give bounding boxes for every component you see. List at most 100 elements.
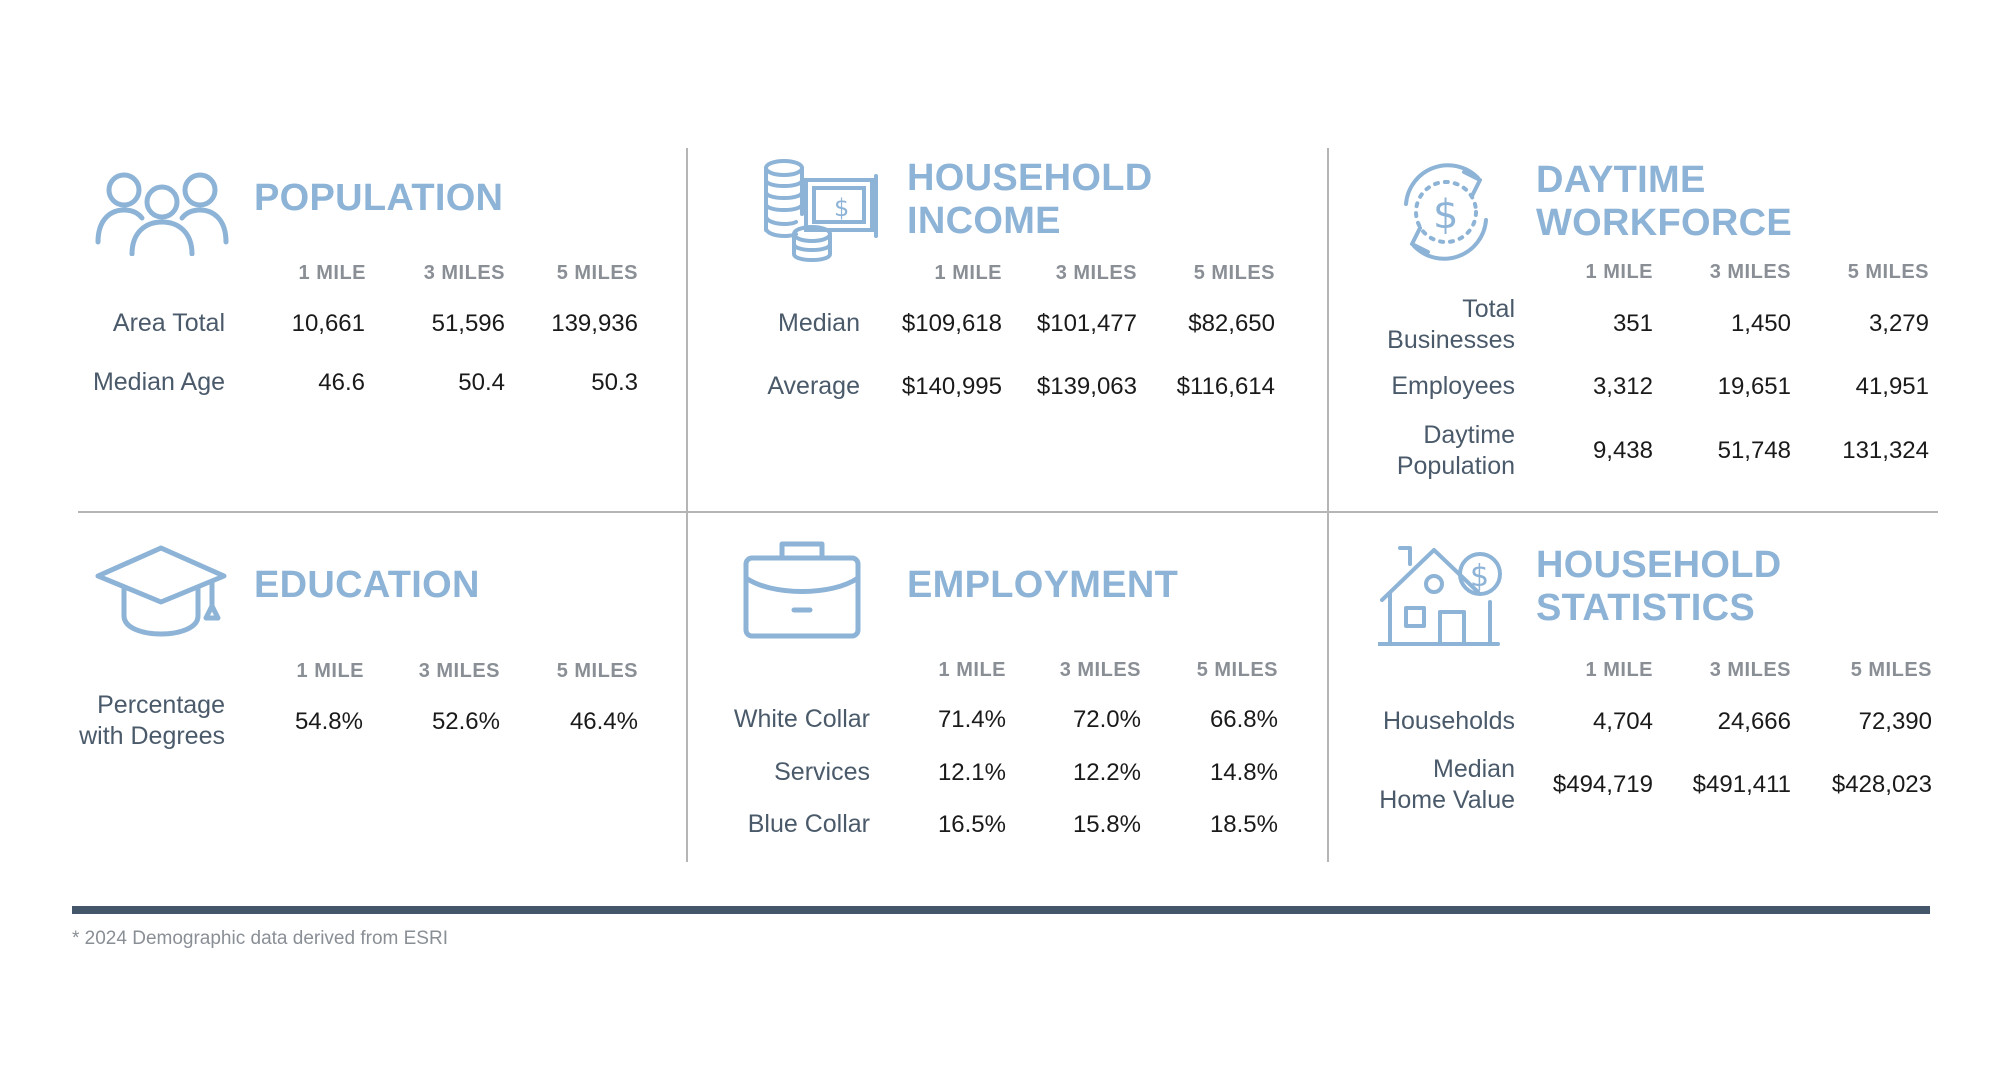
data-value: 16.5%: [937, 811, 1006, 838]
data-value: 71.4%: [937, 706, 1006, 733]
data-value: 72.0%: [1072, 706, 1141, 733]
column-header: 5 MILES: [1193, 262, 1275, 284]
house-dollar-icon: $: [1378, 538, 1508, 648]
row-label: Median: [778, 309, 860, 337]
income-title-line1: HOUSEHOLD: [907, 157, 1153, 199]
row-label: Median Home Value: [1295, 754, 1515, 816]
data-value: $491,411: [1692, 771, 1791, 798]
education-title: EDUCATION: [254, 564, 480, 606]
row-label-line: with Degrees: [79, 722, 225, 750]
data-value: 131,324: [1842, 437, 1929, 464]
column-header: 3 MILES: [418, 660, 500, 682]
row-label: Area Total: [112, 309, 225, 337]
population-title: POPULATION: [254, 177, 504, 219]
data-value: 4,704: [1592, 708, 1653, 735]
row-label: Median Age: [92, 368, 225, 396]
data-value: $494,719: [1552, 771, 1653, 798]
data-value: 14.8%: [1209, 759, 1278, 786]
data-value: 46.4%: [569, 708, 638, 735]
column-header: 1 MILE: [296, 660, 364, 682]
row-label-line: Median: [1433, 755, 1515, 783]
income-title-line2: INCOME: [907, 200, 1061, 242]
row-label: White Collar: [733, 705, 870, 733]
data-value: 50.4: [458, 369, 505, 396]
column-header: 5 MILES: [556, 660, 638, 682]
data-value: 46.6: [318, 369, 365, 396]
column-header: 5 MILES: [1850, 659, 1932, 681]
column-header: 3 MILES: [423, 262, 505, 284]
column-header: 1 MILE: [934, 262, 1002, 284]
data-value: 12.2%: [1072, 759, 1141, 786]
data-value: 51,748: [1717, 437, 1791, 464]
data-value: $109,618: [901, 310, 1002, 337]
data-value: 12.1%: [937, 759, 1006, 786]
row-label-line: Daytime: [1423, 421, 1515, 449]
svg-text:$: $: [834, 194, 849, 222]
column-header: 3 MILES: [1055, 262, 1137, 284]
data-value: 3,279: [1868, 310, 1929, 337]
data-value: 50.3: [591, 369, 638, 396]
column-header: 3 MILES: [1709, 659, 1791, 681]
column-header: 1 MILE: [298, 262, 366, 284]
divider-horizontal: [78, 511, 1938, 513]
row-label: Services: [774, 758, 870, 786]
data-value: 3,312: [1592, 373, 1653, 400]
column-header: 3 MILES: [1059, 659, 1141, 681]
column-header: 1 MILE: [1585, 659, 1653, 681]
row-label: Blue Collar: [747, 810, 870, 838]
row-label: Households: [1382, 707, 1515, 735]
graduation-cap-icon: [94, 544, 228, 640]
data-value: 18.5%: [1209, 811, 1278, 838]
data-value: 1,450: [1730, 310, 1791, 337]
row-label: Average: [767, 372, 860, 400]
row-label: Total Businesses: [1295, 294, 1515, 356]
data-value: 66.8%: [1209, 706, 1278, 733]
data-value: $139,063: [1036, 373, 1137, 400]
data-value: 52.6%: [431, 708, 500, 735]
data-value: $116,614: [1176, 373, 1275, 400]
data-value: 51,596: [431, 310, 505, 337]
row-label-line: Businesses: [1387, 326, 1515, 354]
briefcase-icon: [742, 538, 862, 640]
footer-divider-bar: [72, 906, 1930, 914]
data-value: 139,936: [551, 310, 638, 337]
people-icon: [94, 170, 230, 256]
row-label-line: Home Value: [1379, 786, 1515, 814]
workforce-title-line1: DAYTIME: [1536, 159, 1706, 201]
workforce-title-line2: WORKFORCE: [1536, 202, 1793, 244]
row-label: Daytime Population: [1295, 420, 1515, 482]
employment-title: EMPLOYMENT: [907, 564, 1179, 606]
data-value: 41,951: [1855, 373, 1929, 400]
row-label-line: Percentage: [97, 691, 225, 719]
column-header: 1 MILE: [1585, 261, 1653, 283]
data-value: 351: [1612, 310, 1653, 337]
dollar-cycle-icon: $: [1392, 158, 1500, 266]
household-title-line2: STATISTICS: [1536, 587, 1756, 629]
svg-text:$: $: [1433, 192, 1458, 238]
data-value: $101,477: [1036, 310, 1137, 337]
column-header: 3 MILES: [1709, 261, 1791, 283]
column-header: 5 MILES: [556, 262, 638, 284]
data-value: $140,995: [901, 373, 1002, 400]
row-label: Employees: [1391, 372, 1515, 400]
row-label-line: Population: [1396, 452, 1515, 480]
data-value: 54.8%: [294, 708, 363, 735]
data-value: 72,390: [1858, 708, 1932, 735]
column-header: 1 MILE: [938, 659, 1006, 681]
column-header: 5 MILES: [1196, 659, 1278, 681]
svg-text:$: $: [1470, 559, 1489, 594]
column-header: 5 MILES: [1847, 261, 1929, 283]
data-value: 15.8%: [1072, 811, 1141, 838]
money-stack-icon: $: [762, 158, 878, 264]
divider-vertical-2: [1327, 148, 1329, 862]
data-value: $428,023: [1831, 771, 1932, 798]
data-value: 10,661: [291, 310, 365, 337]
data-value: 24,666: [1717, 708, 1791, 735]
row-label-line: Total: [1462, 295, 1515, 323]
footnote: * 2024 Demographic data derived from ESR…: [72, 928, 448, 949]
household-title-line1: HOUSEHOLD: [1536, 544, 1782, 586]
data-value: 19,651: [1717, 373, 1791, 400]
divider-vertical-1: [686, 148, 688, 862]
data-value: $82,650: [1188, 310, 1275, 337]
row-label: Percentage with Degrees: [5, 690, 225, 752]
